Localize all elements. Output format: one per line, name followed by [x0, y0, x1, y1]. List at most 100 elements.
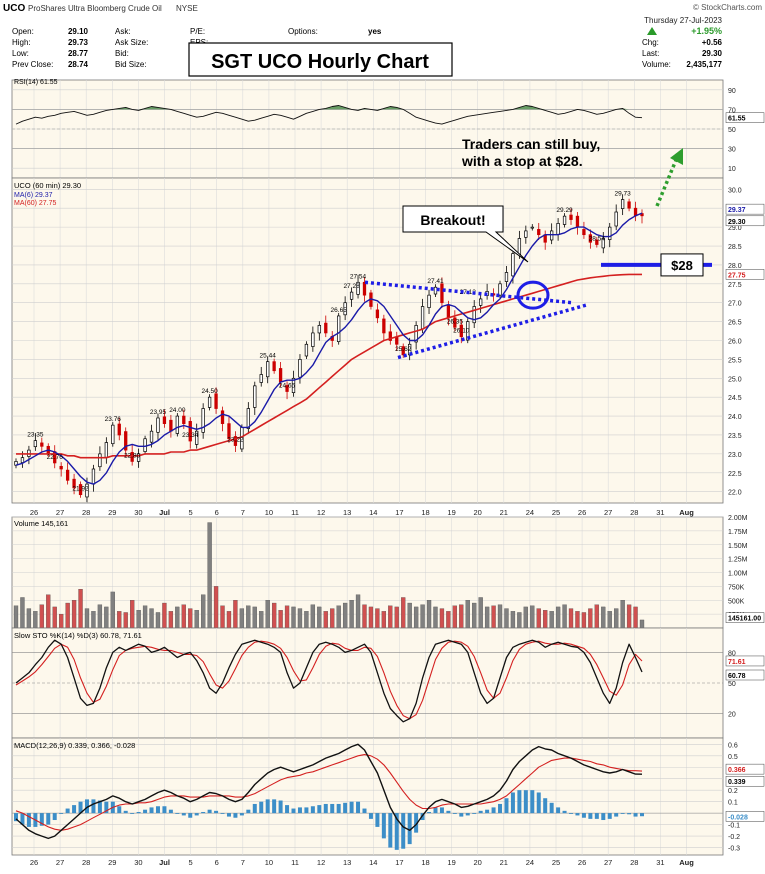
volume-bar — [78, 589, 83, 629]
price-series-label: UCO (60 min) 29.30 — [14, 181, 81, 190]
candle-body — [156, 417, 160, 433]
price-data-label: 21.92 — [72, 486, 89, 493]
volume-bar — [491, 605, 496, 629]
sto-d-value-label-box — [725, 655, 765, 667]
macd-histogram-bar — [52, 813, 57, 821]
macd-histogram-bar — [272, 799, 277, 814]
macd-histogram-bar — [252, 803, 257, 814]
macd-histogram-bar — [491, 807, 496, 814]
candle-body — [33, 440, 38, 448]
volume-bar — [252, 606, 257, 629]
candle-body — [427, 294, 431, 308]
x-tick-label: 18 — [421, 508, 429, 517]
candle-body — [169, 419, 173, 432]
volume-bar — [330, 608, 335, 629]
volume-bar — [291, 606, 296, 629]
candle-body — [201, 408, 205, 433]
macd-signal-value-label-box — [725, 763, 765, 775]
candle-body — [220, 410, 225, 424]
header-label: Chg: — [642, 38, 659, 47]
sto-label: Slow STO %K(14) %D(3) 60.78, 71.61 — [14, 631, 142, 640]
volume-bar — [355, 594, 361, 629]
candle-body — [466, 321, 470, 341]
volume-bar — [46, 594, 51, 629]
candle-body — [272, 361, 276, 372]
volume-bar — [484, 606, 490, 629]
candle-body — [395, 336, 399, 345]
volume-bar — [420, 604, 425, 629]
candle-body — [227, 423, 231, 440]
ma60-line — [16, 273, 642, 459]
options-label: Options: — [288, 27, 318, 36]
volume-bar — [413, 606, 419, 629]
macd-histogram-bar — [233, 813, 238, 818]
volume-bar — [123, 612, 128, 629]
macd-histogram-bar — [388, 813, 393, 848]
candle-body — [414, 325, 418, 343]
macd-histogram-bar — [104, 801, 109, 814]
volume-bar — [271, 602, 277, 629]
resistance-trendline — [364, 280, 573, 305]
volume-bar — [478, 597, 483, 629]
candle-body — [253, 385, 257, 408]
header-value: 2,435,177 — [686, 60, 722, 69]
candle-body — [182, 415, 186, 424]
price-tick-label: 23.0 — [728, 452, 742, 459]
macd-histogram-bar — [20, 813, 25, 825]
volume-bar — [168, 611, 174, 629]
ma60-value-label-box — [725, 269, 765, 280]
macd-histogram-bar — [407, 813, 412, 845]
volume-bar — [626, 604, 632, 629]
candle-body — [479, 298, 483, 306]
change-pct: +1.95% — [691, 26, 722, 36]
macd-histogram-bar — [588, 813, 593, 819]
macd-tick-label: 0.6 — [728, 742, 738, 749]
volume-bar — [13, 605, 19, 629]
candle-body — [504, 272, 509, 282]
volume-bar — [465, 600, 470, 629]
volume-bar — [607, 611, 612, 629]
x-tick-label: 26 — [30, 508, 38, 517]
macd-histogram-bar — [452, 813, 457, 814]
rsi-tick-label: 30 — [728, 147, 736, 154]
candle-body — [317, 325, 321, 334]
arrow-head-icon — [670, 148, 683, 165]
ma6-value-label: 29.37 — [728, 207, 746, 214]
x-tick-label: 25 — [552, 508, 560, 517]
volume-bar — [452, 605, 457, 629]
macd-histogram-bar — [569, 813, 574, 814]
macd-tick-label: -0.3 — [728, 846, 740, 853]
price-data-label: 28.54 — [589, 236, 606, 243]
candle-body — [136, 453, 141, 462]
macd-histogram-bar — [640, 813, 644, 817]
price-tick-label: 24.0 — [728, 414, 742, 421]
x-tick-label-bottom: 24 — [526, 858, 534, 867]
stop-label-box — [660, 253, 704, 277]
candle-body — [188, 421, 192, 442]
price-tick-label: 30.0 — [728, 187, 742, 194]
volume-tick-label: 1.25M — [728, 557, 748, 564]
volume-bar — [175, 606, 180, 629]
x-tick-label: 30 — [134, 508, 142, 517]
candle-body — [595, 239, 599, 245]
rsi-tick-label: 50 — [728, 127, 736, 134]
macd-histogram-bar — [504, 798, 509, 814]
price-data-label: 26.65 — [331, 307, 348, 314]
ma6-legend: MA(6) 29.37 — [14, 192, 53, 199]
candle-body — [420, 306, 425, 330]
macd-tick-label: 0.2 — [728, 788, 738, 795]
price-data-label: 27.54 — [350, 273, 367, 280]
volume-bar — [504, 608, 509, 629]
candle-body — [453, 317, 457, 328]
candle-body — [517, 238, 522, 256]
volume-bar — [555, 606, 561, 629]
x-tick-label: 5 — [189, 508, 193, 517]
price-data-label: 23.22 — [227, 437, 244, 444]
candle-body — [549, 230, 554, 241]
volume-value-label: 145161.00 — [728, 616, 761, 623]
candle-body — [362, 281, 367, 296]
macd-histogram-bar — [220, 813, 225, 814]
macd-line — [15, 743, 643, 840]
sto-tick-label: 80 — [728, 650, 736, 657]
